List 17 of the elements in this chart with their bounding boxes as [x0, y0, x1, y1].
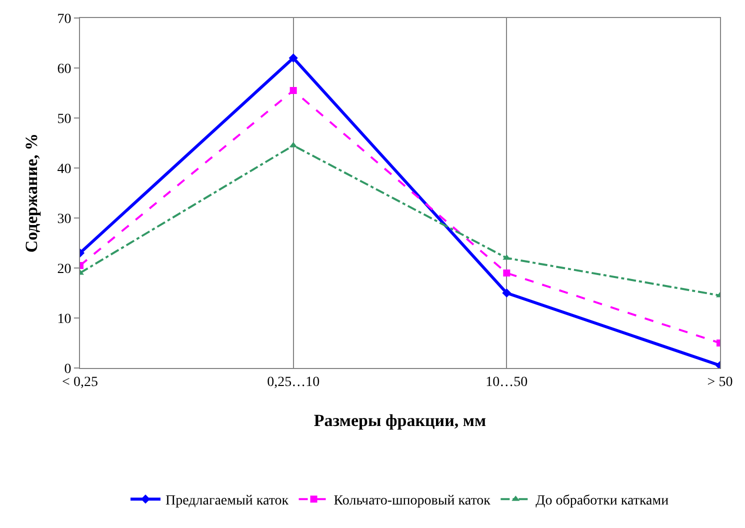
- y-axis-title: Содержание, %: [22, 133, 41, 253]
- x-axis-title: Размеры фракции, мм: [314, 411, 486, 430]
- legend-label: До обработки катками: [536, 494, 670, 509]
- x-tick-label: 0,25…10: [267, 374, 320, 390]
- y-tick-label: 60: [57, 62, 72, 77]
- legend-label: Кольчато-шпоровый каток: [334, 494, 491, 509]
- y-tick-label: 0: [64, 362, 72, 377]
- y-tick-label: 70: [57, 12, 72, 27]
- legend-label: Предлагаемый каток: [166, 494, 289, 509]
- x-tick-label: < 0,25: [62, 374, 98, 390]
- y-tick-label: 20: [57, 262, 72, 277]
- x-tick-label: > 50: [707, 374, 733, 390]
- y-tick-label: 50: [57, 112, 72, 127]
- y-tick-label: 10: [57, 312, 72, 327]
- x-tick-label: 10…50: [486, 374, 528, 390]
- y-tick-label: 30: [57, 212, 72, 227]
- y-tick-label: 40: [57, 162, 72, 177]
